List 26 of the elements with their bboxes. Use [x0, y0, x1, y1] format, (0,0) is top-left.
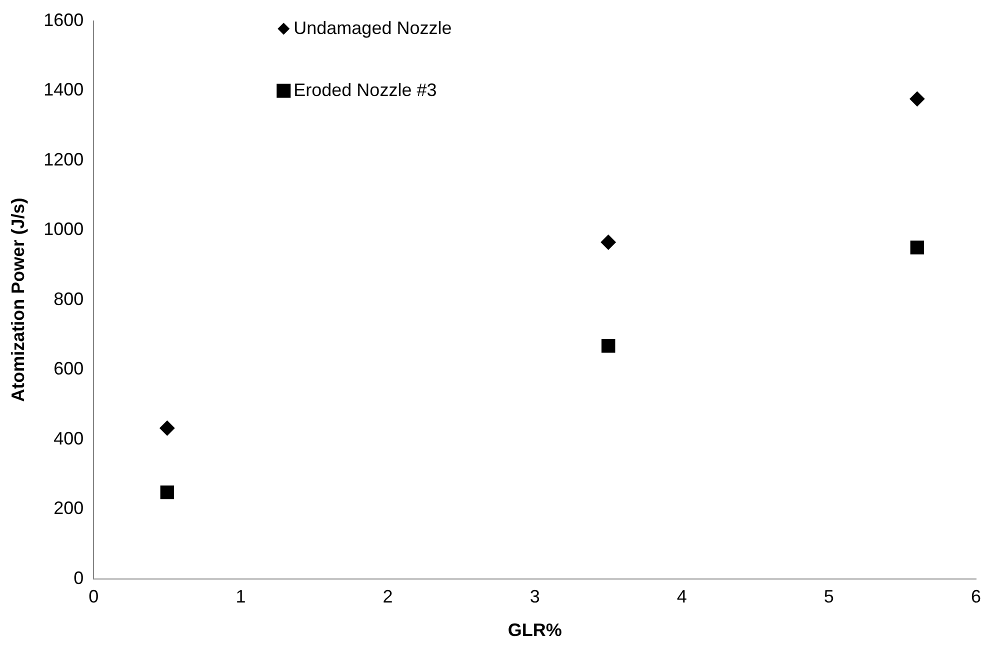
- x-tick-label: 1: [236, 586, 246, 607]
- legend-label: Eroded Nozzle #3: [294, 80, 437, 100]
- x-tick-label: 2: [382, 586, 393, 607]
- y-tick-label: 600: [54, 358, 84, 379]
- y-axis-title: Atomization Power (J/s): [8, 198, 28, 402]
- y-tick-label: 1400: [44, 80, 84, 100]
- x-tick-label: 6: [970, 586, 981, 607]
- point: [910, 91, 925, 106]
- y-tick-label: 200: [54, 498, 84, 518]
- point: [160, 485, 174, 500]
- y-tick-label: 0: [74, 568, 84, 588]
- point: [601, 338, 616, 353]
- y-tick-label: 800: [54, 288, 84, 309]
- x-tick-label: 3: [530, 586, 540, 607]
- point: [910, 240, 924, 254]
- y-tick-label: 400: [54, 428, 84, 448]
- y-tick-label: 1000: [44, 219, 84, 240]
- x-tick-label: 5: [824, 586, 834, 607]
- point: [600, 234, 616, 250]
- x-tick-label: 4: [676, 586, 687, 607]
- x-axis-title: GLR%: [508, 620, 562, 640]
- y-tick-label: 1600: [44, 10, 84, 30]
- y-tick-label: 1200: [44, 149, 84, 170]
- point: [160, 420, 175, 436]
- legend-label: Undamaged Nozzle: [294, 18, 452, 38]
- x-tick-label: 0: [88, 586, 99, 607]
